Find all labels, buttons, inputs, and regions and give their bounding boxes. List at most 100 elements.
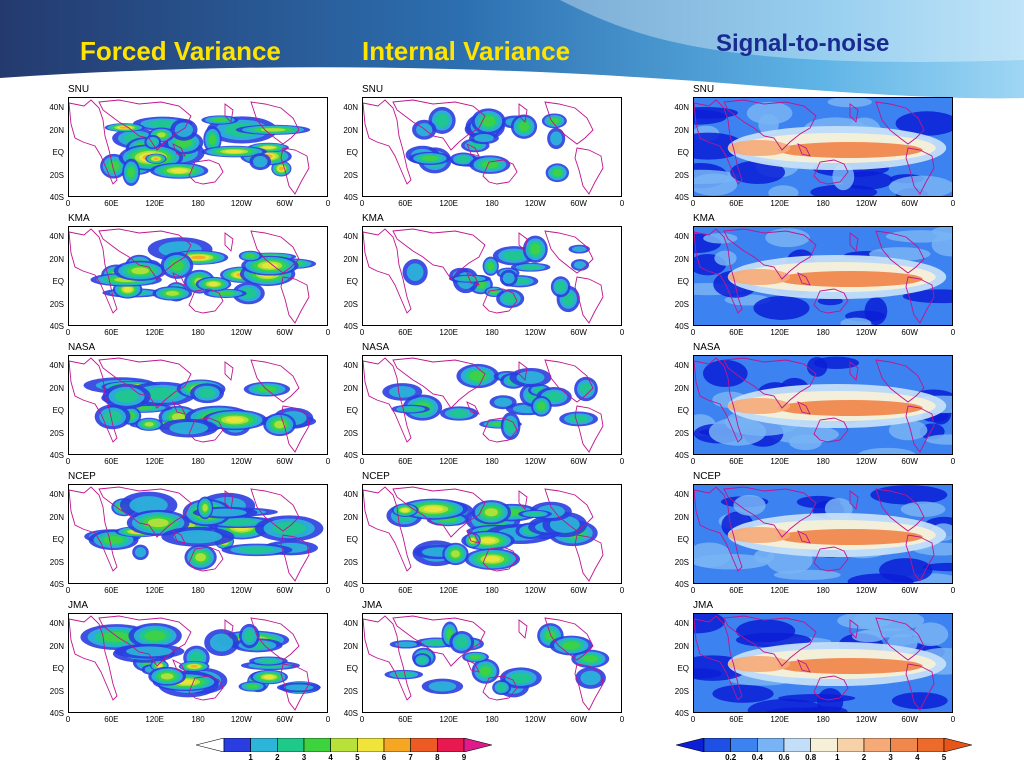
variance-colorbar-label: 7 — [408, 753, 413, 762]
map-field — [69, 228, 317, 324]
x-tick-label: 120W — [524, 715, 546, 724]
map-field — [69, 357, 317, 453]
map-snr-kma — [693, 226, 953, 326]
map-forced-snu — [68, 97, 328, 197]
model-label-snr-kma: KMA — [693, 213, 715, 224]
y-tick-label: 40N — [674, 103, 689, 112]
y-tick-label: 40S — [343, 322, 358, 331]
map-internal-nasa — [362, 355, 622, 455]
variance-colorbar-label: 3 — [301, 753, 307, 762]
x-tick-label: 0 — [619, 328, 625, 337]
snr-colorbar-segment — [810, 738, 838, 752]
y-tick-label: EQ — [52, 535, 64, 544]
variance-colorbar-label: 6 — [381, 753, 387, 762]
model-label-internal-snu: SNU — [362, 84, 384, 95]
x-tick-label: 120E — [439, 457, 458, 466]
x-tick-label: 60E — [104, 457, 119, 466]
variance-colorbar-segment — [383, 738, 411, 752]
variance-colorbar-high-triangle — [463, 738, 492, 752]
x-tick-label: 0 — [690, 199, 696, 208]
y-tick-label: 40S — [49, 580, 64, 589]
y-tick-label: 40N — [49, 232, 64, 241]
model-label-internal-nasa: NASA — [362, 342, 390, 353]
x-tick-label: 180 — [816, 586, 830, 595]
x-tick-label: 60E — [729, 715, 744, 724]
map-field — [363, 99, 604, 195]
x-tick-label: 0 — [690, 586, 696, 595]
variance-colorbar-segment — [250, 738, 278, 752]
x-tick-label: 60W — [276, 328, 293, 337]
y-tick-label: 40S — [49, 322, 64, 331]
snr-colorbar-label: 4 — [915, 753, 920, 762]
y-tick-label: 40N — [49, 103, 64, 112]
x-tick-label: 60W — [570, 328, 587, 337]
snr-colorbar — [676, 738, 972, 752]
y-tick-label: 20N — [674, 512, 689, 522]
y-tick-label: 40S — [49, 193, 64, 202]
x-tick-label: 0 — [619, 199, 625, 208]
x-tick-label: 60E — [729, 199, 744, 208]
y-tick-label: 40S — [49, 709, 64, 718]
model-label-snr-snu: SNU — [693, 84, 715, 95]
y-tick-label: 20N — [49, 383, 64, 393]
snr-colorbar-segment — [730, 738, 758, 752]
map-field — [694, 485, 952, 583]
snr-colorbar-label: 5 — [941, 753, 947, 762]
x-tick-label: 0 — [950, 715, 956, 724]
x-tick-label: 60W — [276, 586, 293, 595]
x-tick-label: 60W — [901, 199, 918, 208]
x-tick-label: 180 — [485, 199, 499, 208]
variance-colorbar-segment — [223, 738, 251, 752]
snr-colorbar-segment — [863, 738, 891, 752]
y-tick-label: EQ — [52, 148, 64, 157]
model-label-snr-ncep: NCEP — [693, 471, 721, 482]
map-field — [69, 99, 311, 195]
x-tick-label: 120W — [230, 586, 252, 595]
map-field — [694, 227, 952, 325]
y-tick-label: EQ — [677, 148, 689, 157]
x-tick-label: 0 — [65, 328, 71, 337]
y-tick-label: 20S — [49, 557, 64, 567]
x-tick-label: 120W — [855, 715, 877, 724]
x-tick-label: 0 — [359, 715, 365, 724]
x-tick-label: 180 — [485, 328, 499, 337]
y-tick-label: 40N — [674, 232, 689, 241]
y-tick-label: 40N — [674, 619, 689, 628]
x-tick-label: 180 — [191, 457, 205, 466]
x-tick-label: 0 — [619, 586, 625, 595]
variance-colorbar-low-triangle — [196, 738, 225, 752]
x-tick-label: 60W — [901, 457, 918, 466]
y-tick-label: 20N — [674, 383, 689, 393]
x-tick-label: 180 — [816, 715, 830, 724]
y-tick-label: 20N — [49, 641, 64, 651]
x-tick-label: 0 — [690, 715, 696, 724]
map-field — [363, 228, 604, 324]
model-label-internal-ncep: NCEP — [362, 471, 390, 482]
variance-colorbar — [196, 738, 492, 752]
x-tick-label: 120E — [770, 328, 789, 337]
x-tick-label: 120E — [145, 199, 164, 208]
snr-colorbar-label: 2 — [861, 753, 867, 762]
y-tick-label: 40N — [343, 619, 358, 628]
variance-colorbar-label: 4 — [328, 753, 333, 762]
y-tick-label: EQ — [346, 406, 358, 415]
x-tick-label: 180 — [191, 586, 205, 595]
map-snr-snu — [693, 97, 953, 197]
variance-colorbar-label: 2 — [275, 753, 280, 762]
y-tick-label: 40S — [343, 451, 358, 460]
x-tick-label: 0 — [950, 199, 956, 208]
x-tick-label: 0 — [65, 199, 71, 208]
y-tick-label: 40S — [343, 580, 358, 589]
y-tick-label: 20S — [49, 686, 64, 696]
y-tick-label: 20N — [674, 641, 689, 651]
snr-colorbar-high-triangle — [943, 738, 972, 752]
y-tick-label: 20S — [674, 170, 689, 180]
y-tick-label: 40S — [674, 580, 689, 589]
map-forced-ncep — [68, 484, 328, 584]
model-label-forced-ncep: NCEP — [68, 471, 96, 482]
y-tick-label: 20S — [674, 686, 689, 696]
variance-colorbar-segment — [277, 738, 305, 752]
snr-colorbar-label: 1 — [835, 753, 840, 762]
y-tick-label: 20S — [343, 557, 358, 567]
y-tick-label: 20N — [49, 512, 64, 522]
